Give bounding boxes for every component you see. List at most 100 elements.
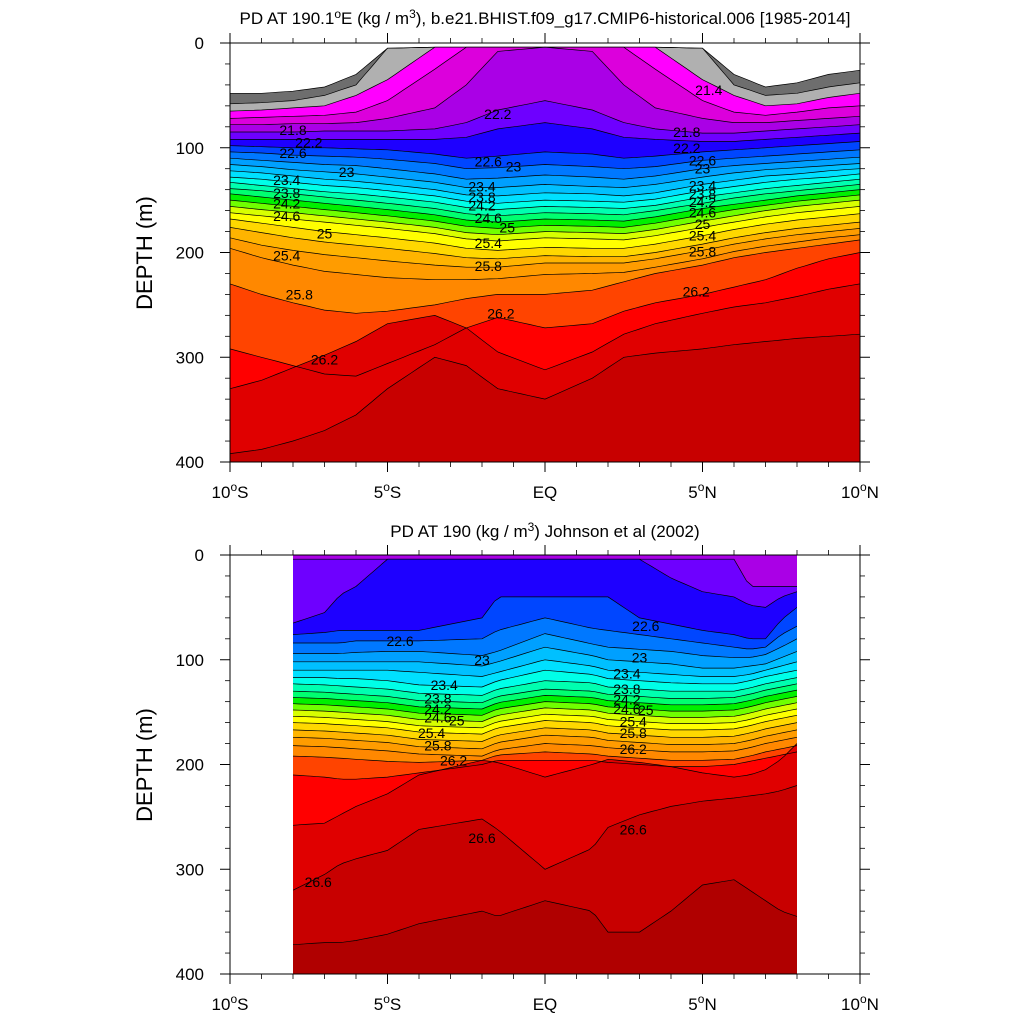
contour-band bbox=[230, 283, 860, 454]
contour-band bbox=[230, 206, 860, 251]
contour-line bbox=[293, 669, 798, 688]
contour-line bbox=[230, 178, 860, 210]
contour-label: 22.2 bbox=[295, 135, 322, 151]
contour-label: 25.4 bbox=[689, 228, 716, 244]
contour-band bbox=[293, 555, 797, 587]
title-part: ), b.e21.BHIST.f09_g17.CMIP6-historical.… bbox=[416, 9, 851, 28]
contour-label: 24.2 bbox=[613, 692, 640, 708]
contour-band bbox=[293, 743, 797, 891]
contour-line bbox=[230, 221, 860, 260]
contour-line bbox=[293, 659, 798, 677]
contour-label: 23.4 bbox=[431, 677, 458, 693]
contour-label: 23 bbox=[632, 650, 648, 666]
contour-line bbox=[230, 213, 860, 251]
contour-line bbox=[230, 168, 860, 197]
contour-line bbox=[292, 736, 798, 757]
contour-line bbox=[230, 194, 860, 229]
contour-band bbox=[293, 659, 797, 687]
contour-label: 25.4 bbox=[475, 235, 502, 251]
title-degree-mark: o bbox=[334, 7, 341, 21]
contour-line bbox=[230, 189, 860, 223]
contour-band bbox=[293, 729, 797, 757]
contour-line bbox=[230, 239, 860, 314]
contour-band bbox=[293, 696, 797, 722]
contour-band bbox=[230, 168, 860, 204]
contour-band bbox=[230, 47, 860, 104]
contour-label: 24.2 bbox=[273, 195, 300, 211]
contour-label: 25 bbox=[638, 702, 654, 718]
contour-label: 21.8 bbox=[673, 124, 700, 140]
contour-label: 23 bbox=[474, 652, 490, 668]
contour-band bbox=[293, 745, 797, 780]
y-tick-label: 0 bbox=[195, 546, 204, 565]
x-tick-label: 5oN bbox=[688, 992, 716, 1014]
title-exponent: 3 bbox=[409, 7, 416, 21]
contour-band bbox=[293, 617, 797, 658]
contour-line bbox=[230, 156, 860, 180]
contour-label: 21.4 bbox=[695, 82, 722, 98]
contour-label: 23.8 bbox=[424, 691, 451, 707]
contour-label: 25.4 bbox=[273, 248, 300, 264]
contour-line bbox=[292, 751, 798, 780]
contour-line bbox=[230, 199, 860, 236]
contour-label: 25 bbox=[695, 216, 711, 232]
contour-line bbox=[230, 163, 860, 188]
contour-label: 22.6 bbox=[632, 618, 659, 634]
y-tick-label: 400 bbox=[176, 453, 204, 472]
y-tick-label: 300 bbox=[176, 860, 204, 879]
contour-label: 25.8 bbox=[424, 738, 451, 754]
contour-line bbox=[292, 743, 798, 826]
model-section-panel: PD AT 190.1oE (kg / m3), b.e21.BHIST.f09… bbox=[132, 7, 879, 502]
contour-band bbox=[293, 683, 797, 709]
contour-label: 25.8 bbox=[475, 258, 502, 274]
x-tick-label: 5oS bbox=[374, 992, 402, 1014]
contour-label: 24.6 bbox=[689, 205, 716, 221]
contour-band bbox=[230, 122, 860, 159]
contour-line bbox=[292, 677, 798, 696]
contour-band bbox=[293, 743, 797, 826]
y-tick-label: 400 bbox=[176, 965, 204, 984]
contour-line bbox=[292, 596, 798, 640]
contour-line bbox=[230, 234, 860, 281]
no-data-mask bbox=[231, 556, 293, 973]
contour-band bbox=[293, 702, 797, 728]
contour-line bbox=[292, 745, 798, 763]
y-tick-label: 200 bbox=[176, 244, 204, 263]
contour-label: 25.4 bbox=[418, 725, 445, 741]
title-exponent: 3 bbox=[528, 520, 535, 534]
title-part: PD AT 190.1 bbox=[240, 9, 335, 28]
contour-line bbox=[230, 46, 860, 126]
x-tick-label: EQ bbox=[533, 995, 558, 1014]
contour-label: 26.2 bbox=[311, 351, 338, 367]
y-tick-label: 100 bbox=[176, 651, 204, 670]
contour-label: 23.8 bbox=[613, 681, 640, 697]
contour-label: 22.6 bbox=[279, 145, 306, 161]
contour-label: 24.2 bbox=[468, 197, 495, 213]
contour-band bbox=[293, 559, 797, 639]
y-tick-label: 0 bbox=[195, 34, 204, 53]
x-tick-label: EQ bbox=[533, 483, 558, 502]
y-axis-label: DEPTH (m) bbox=[132, 708, 157, 822]
contour-label: 23.4 bbox=[468, 179, 495, 195]
contour-label: 23.4 bbox=[273, 172, 300, 188]
contour-band bbox=[293, 670, 797, 696]
contour-band bbox=[230, 47, 860, 125]
x-tick-label: 10oN bbox=[841, 992, 879, 1014]
contour-band bbox=[230, 163, 860, 196]
contour-label: 24.6 bbox=[475, 210, 502, 226]
panel-title-model: PD AT 190.1oE (kg / m3), b.e21.BHIST.f09… bbox=[240, 7, 851, 28]
contour-band bbox=[293, 715, 797, 742]
contour-band bbox=[230, 222, 860, 268]
contour-line bbox=[230, 122, 860, 142]
contour-line bbox=[292, 714, 798, 735]
contour-band bbox=[293, 737, 797, 763]
contour-band bbox=[293, 722, 797, 749]
contour-label: 26.2 bbox=[683, 283, 710, 299]
contour-line bbox=[292, 729, 798, 750]
contour-band bbox=[230, 47, 860, 112]
contour-label: 23.4 bbox=[613, 665, 640, 681]
contour-label: 24.2 bbox=[689, 194, 716, 210]
contour-fills bbox=[230, 43, 860, 462]
contour-band bbox=[230, 141, 860, 169]
